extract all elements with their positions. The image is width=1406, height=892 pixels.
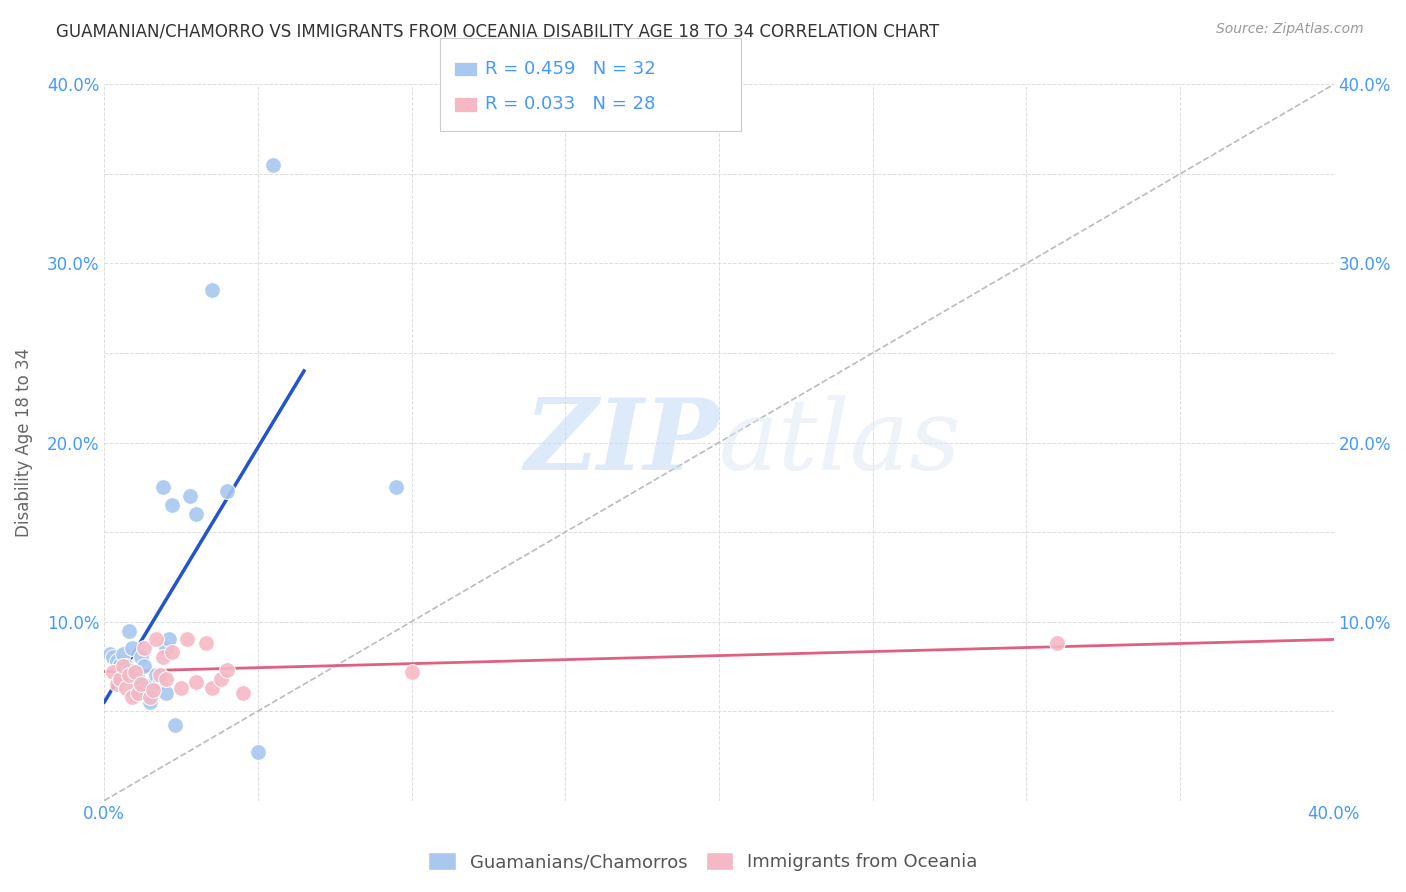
Point [145,668,167,682]
Point [201,681,224,695]
Point [134,641,156,656]
Text: atlas: atlas [718,395,962,491]
Point [114,681,136,695]
Y-axis label: Disability Age 18 to 34: Disability Age 18 to 34 [15,348,32,537]
Point [103,650,125,665]
Point [148,668,170,682]
Point [160,498,183,512]
Point [246,745,269,759]
Point [262,158,284,172]
Point [142,677,165,691]
Point [232,686,254,700]
Point [111,647,134,661]
Point [139,695,162,709]
Point [121,690,143,704]
Point [127,672,149,686]
Point [118,668,141,682]
Point [124,686,146,700]
Point [136,681,159,695]
Point [155,641,177,656]
Point [118,663,141,677]
Point [124,668,146,682]
Point [105,677,128,691]
Text: R = 0.459   N = 32: R = 0.459 N = 32 [485,60,655,78]
Legend: Guamanians/Chamorros, Immigrants from Oceania: Guamanians/Chamorros, Immigrants from Oc… [422,845,984,879]
Point [118,624,141,638]
Point [145,632,167,647]
Point [103,665,125,679]
Point [201,283,224,297]
Point [179,489,201,503]
Point [176,632,198,647]
Point [163,718,186,732]
Point [129,677,152,691]
Point [152,480,174,494]
Point [1046,636,1069,650]
Point [108,672,131,686]
Point [105,654,128,668]
Point [100,647,122,661]
Point [385,480,408,494]
Text: ZIP: ZIP [524,394,718,491]
Text: R = 0.033   N = 28: R = 0.033 N = 28 [485,95,655,113]
Point [155,672,177,686]
Text: Source: ZipAtlas.com: Source: ZipAtlas.com [1216,22,1364,37]
Point [157,632,180,647]
Point [124,665,146,679]
Point [152,650,174,665]
Point [401,665,423,679]
Point [121,641,143,656]
Point [142,682,165,697]
Point [139,690,162,704]
Point [134,659,156,673]
Point [186,507,208,521]
Point [114,659,136,673]
Point [170,681,193,695]
Point [127,686,149,700]
Point [111,659,134,673]
Text: GUAMANIAN/CHAMORRO VS IMMIGRANTS FROM OCEANIA DISABILITY AGE 18 TO 34 CORRELATIO: GUAMANIAN/CHAMORRO VS IMMIGRANTS FROM OC… [56,22,939,40]
Point [108,657,131,672]
Point [194,636,217,650]
Point [209,672,232,686]
Point [155,686,177,700]
Point [217,663,239,677]
Point [160,645,183,659]
Point [186,675,208,690]
Point [217,483,239,498]
Point [129,650,152,665]
Point [148,675,170,690]
